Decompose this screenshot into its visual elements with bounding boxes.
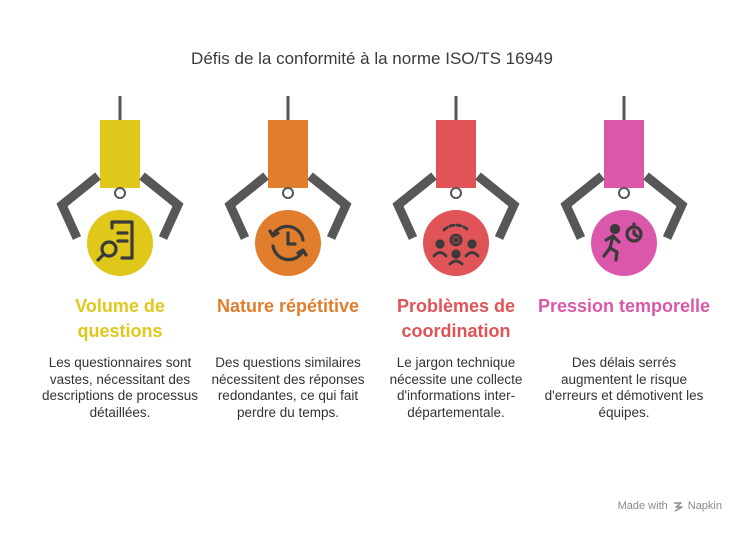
napkin-logo-icon xyxy=(673,502,683,512)
claw-graphic xyxy=(392,96,520,276)
claw-block xyxy=(100,120,140,188)
challenge-title: Volume de questions xyxy=(75,296,165,341)
claw-block xyxy=(268,120,308,188)
challenge-description: Des délais serrés augmentent le risque d… xyxy=(544,355,704,420)
claw-block xyxy=(436,120,476,188)
running-stopwatch-icon xyxy=(602,222,643,262)
challenge-title: Problèmes de coordination xyxy=(396,296,516,341)
icon-circle xyxy=(87,210,153,276)
clock-refresh-icon xyxy=(268,224,308,262)
claw-graphic xyxy=(224,96,352,276)
challenge-title: Nature répétitive xyxy=(216,296,360,316)
made-with-label: Made with xyxy=(617,500,668,512)
challenge-card-repetitive: Nature répétitive Des questions similair… xyxy=(200,0,376,534)
challenge-description: Les questionnaires sont vastes, nécessit… xyxy=(41,355,199,420)
icon-circle xyxy=(591,210,657,276)
napkin-brand: Napkin xyxy=(687,500,722,512)
challenge-description: Le jargon technique nécessite une collec… xyxy=(389,355,523,420)
challenge-card-coordination: Problèmes de coordination Le jargon tech… xyxy=(368,0,544,534)
claw-block xyxy=(604,120,644,188)
claw-graphic xyxy=(56,96,184,276)
icon-circle xyxy=(423,210,489,276)
challenge-description: Des questions similaires nécessitent des… xyxy=(211,355,365,420)
napkin-watermark: Made with Napkin xyxy=(618,500,722,512)
challenge-title: Pression temporelle xyxy=(537,296,711,316)
team-gear-icon xyxy=(432,223,480,266)
diagram-title: Défis de la conformité à la norme ISO/TS… xyxy=(191,49,553,68)
claw-graphic xyxy=(560,96,688,276)
challenge-card-volume: Volume de questions Les questionnaires s… xyxy=(32,0,208,534)
challenge-card-time-pressure: Pression temporelle Des délais serrés au… xyxy=(536,0,712,534)
document-search-icon xyxy=(96,220,134,262)
